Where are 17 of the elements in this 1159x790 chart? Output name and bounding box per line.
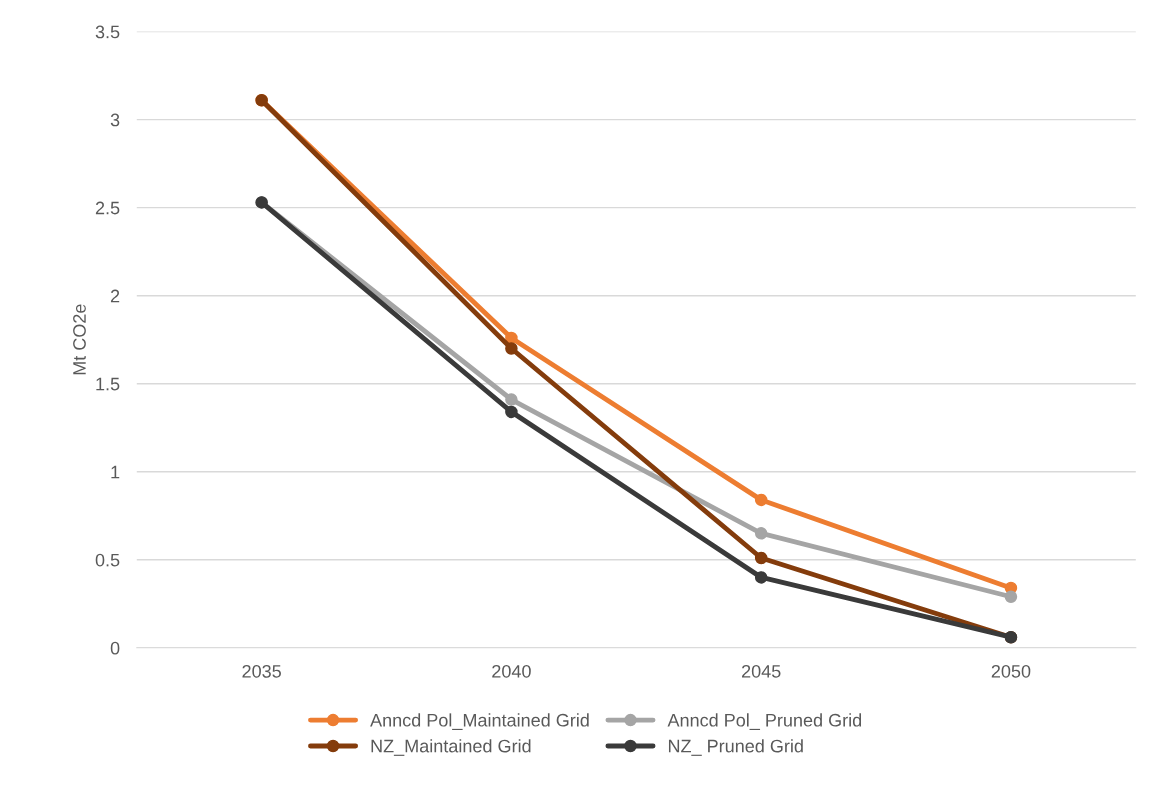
legend-label: NZ_Maintained Grid <box>371 739 531 756</box>
x-tick-label: 2050 <box>991 664 1031 678</box>
y-tick-label: 3 <box>110 113 120 127</box>
x-tick-label: 2040 <box>492 664 531 678</box>
y-tick-label: 1 <box>111 465 120 479</box>
legend-label: NZ_ Pruned Grid <box>668 739 803 756</box>
y-tick-label: 2 <box>110 289 120 303</box>
y-tick-label: 1.5 <box>96 377 120 391</box>
y-tick-label: 3.5 <box>95 25 120 39</box>
legend-label: Anncd Pol_ Pruned Grid <box>667 713 862 731</box>
x-tick-label: 2035 <box>242 664 281 678</box>
y-axis-title: Mt CO2e <box>73 304 86 375</box>
y-tick-label: 2.5 <box>95 201 120 215</box>
y-tick-label: 0.5 <box>95 553 120 567</box>
legend-label: Anncd Pol_Maintained Grid <box>370 713 589 731</box>
y-tick-label: 0 <box>110 641 120 655</box>
x-tick-label: 2045 <box>742 664 781 678</box>
